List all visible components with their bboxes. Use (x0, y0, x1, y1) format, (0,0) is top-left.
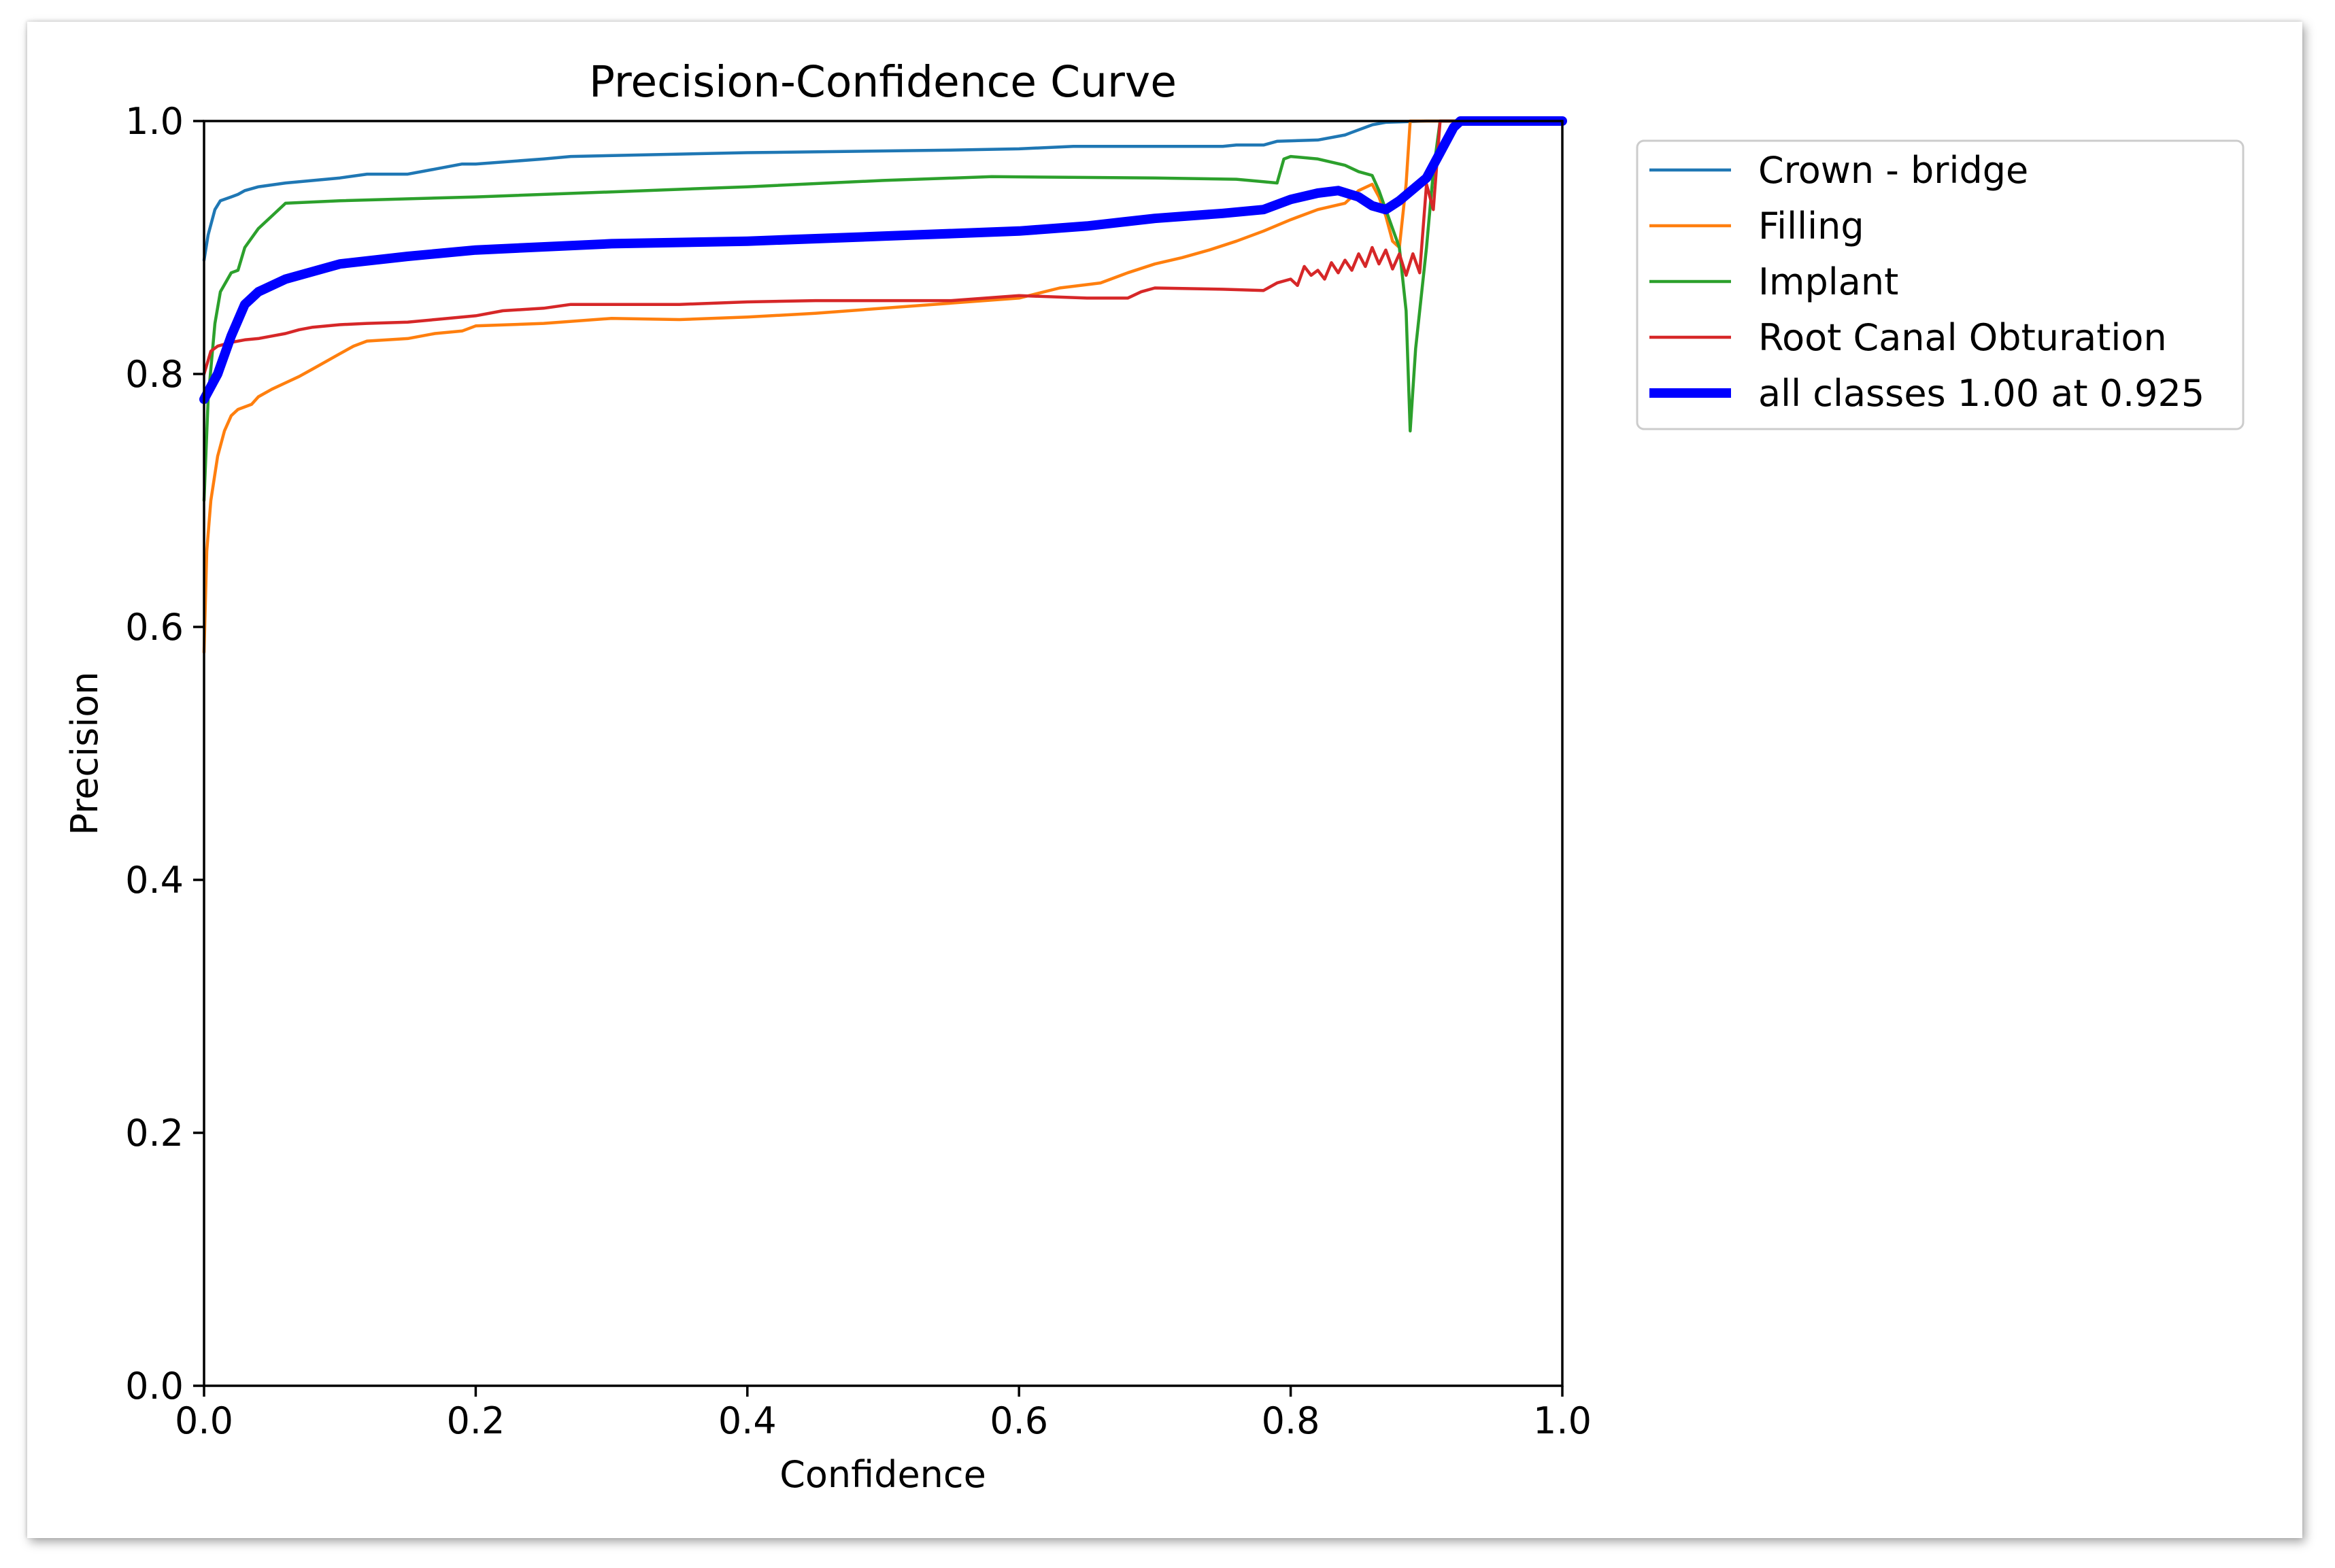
y-axis-label: Precision (63, 672, 106, 836)
legend-label-all-classes-1-00-at-0-925: all classes 1.00 at 0.925 (1758, 372, 2204, 415)
x-tick-label: 0.4 (718, 1399, 777, 1442)
chart-title: Precision-Confidence Curve (589, 57, 1177, 107)
y-tick-label: 0.0 (125, 1365, 184, 1408)
legend-label-implant: Implant (1758, 260, 1898, 303)
series-line-root-canal-obturation (202, 119, 1564, 376)
series-layer (199, 116, 1567, 654)
x-tick-label: 0.0 (175, 1399, 233, 1442)
series-line-all-classes-1-00-at-0-925 (199, 116, 1567, 405)
x-axis-label: Confidence (779, 1453, 986, 1496)
x-tick-label: 0.8 (1262, 1399, 1320, 1442)
legend-items: Crown - bridge Filling Implant Root Canal O… (1649, 149, 2204, 415)
x-tick-label: 1.0 (1533, 1399, 1592, 1442)
legend-label-root-canal-obturation: Root Canal Obturation (1758, 316, 2167, 359)
y-tick-label: 0.6 (125, 606, 184, 649)
x-axis-ticks: 0.0 0.2 0.4 0.6 0.8 1.0 (175, 1386, 1592, 1442)
series-line-filling (202, 119, 1564, 654)
y-tick-label: 0.2 (125, 1112, 184, 1155)
y-axis-ticks: 0.0 0.2 0.4 0.6 0.8 1.0 (125, 100, 204, 1408)
series-line-crown-bridge (202, 119, 1564, 262)
plot-area-frame (203, 120, 1564, 1387)
x-tick-label: 0.2 (446, 1399, 505, 1442)
x-tick-label: 0.6 (990, 1399, 1048, 1442)
y-tick-label: 1.0 (125, 100, 184, 143)
legend-box (1636, 139, 2245, 430)
series-line-implant (202, 119, 1564, 502)
y-tick-label: 0.4 (125, 859, 184, 902)
y-tick-label: 0.8 (125, 353, 184, 396)
legend-label-crown-bridge: Crown - bridge (1758, 149, 2028, 192)
legend: Crown - bridge Filling Implant Root Canal O… (1636, 139, 2245, 430)
legend-label-filling: Filling (1758, 205, 1864, 248)
